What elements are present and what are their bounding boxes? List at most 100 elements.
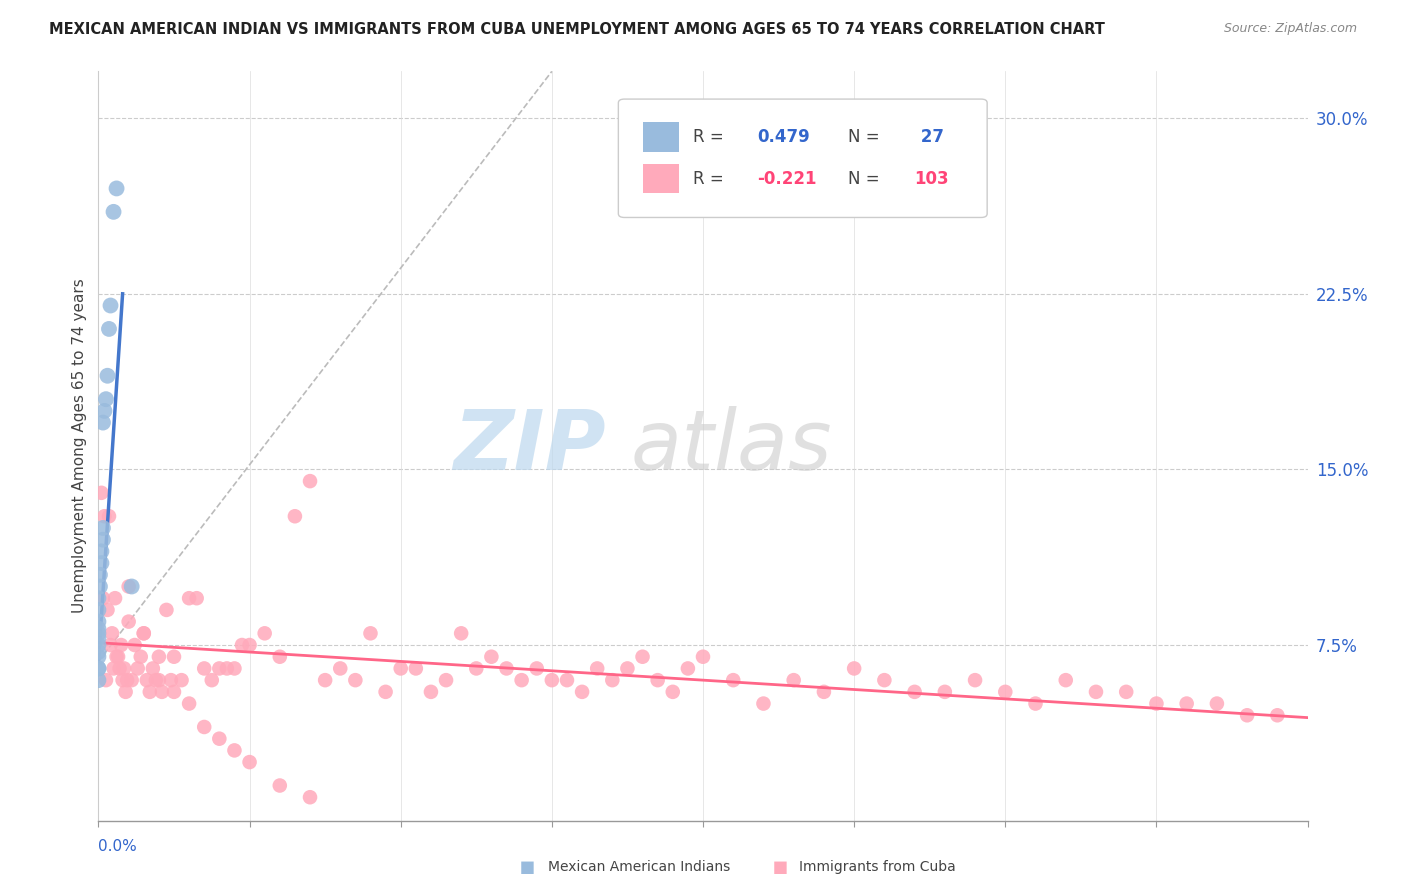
Text: 27: 27 bbox=[915, 128, 943, 145]
Point bbox=[121, 673, 143, 688]
Point bbox=[103, 204, 125, 219]
Point bbox=[510, 673, 533, 688]
Point bbox=[994, 685, 1017, 699]
Point bbox=[253, 626, 276, 640]
Point bbox=[844, 661, 866, 675]
Point bbox=[374, 685, 396, 699]
Text: R =: R = bbox=[693, 128, 730, 145]
Text: 0.0%: 0.0% bbox=[98, 839, 138, 855]
Text: ▪: ▪ bbox=[772, 855, 789, 879]
Point bbox=[239, 755, 262, 769]
Point bbox=[299, 790, 322, 805]
Point bbox=[91, 591, 114, 606]
Point bbox=[115, 673, 138, 688]
Point bbox=[87, 603, 110, 617]
Point bbox=[124, 638, 146, 652]
Point bbox=[94, 392, 117, 407]
Point bbox=[87, 649, 110, 664]
Point bbox=[163, 649, 186, 664]
Text: N =: N = bbox=[848, 169, 884, 187]
Point bbox=[329, 661, 352, 675]
Point bbox=[752, 697, 775, 711]
Point bbox=[87, 661, 110, 675]
Point bbox=[269, 649, 291, 664]
Point bbox=[783, 673, 806, 688]
Point bbox=[87, 615, 110, 629]
Point bbox=[100, 298, 122, 313]
Point bbox=[87, 645, 110, 659]
Point bbox=[91, 533, 114, 547]
FancyBboxPatch shape bbox=[643, 163, 679, 194]
Point bbox=[100, 638, 122, 652]
Point bbox=[101, 626, 124, 640]
Point bbox=[269, 779, 291, 793]
Point bbox=[108, 661, 131, 675]
Point bbox=[104, 591, 127, 606]
Point bbox=[87, 626, 110, 640]
Point bbox=[1144, 697, 1167, 711]
Text: -0.221: -0.221 bbox=[758, 169, 817, 187]
Point bbox=[631, 649, 654, 664]
Point bbox=[114, 685, 136, 699]
Point bbox=[239, 638, 262, 652]
Point bbox=[481, 649, 503, 664]
Point bbox=[360, 626, 382, 640]
Point bbox=[96, 368, 118, 383]
Point bbox=[934, 685, 956, 699]
Text: ▪: ▪ bbox=[519, 855, 536, 879]
Point bbox=[163, 685, 186, 699]
Text: ZIP: ZIP bbox=[454, 406, 606, 486]
Point bbox=[1206, 697, 1229, 711]
Point bbox=[344, 673, 367, 688]
Point bbox=[450, 626, 472, 640]
Point bbox=[91, 416, 114, 430]
Point bbox=[93, 404, 115, 418]
Point bbox=[465, 661, 488, 675]
Point bbox=[148, 649, 170, 664]
Point bbox=[127, 661, 149, 675]
Point bbox=[98, 322, 121, 336]
Point bbox=[87, 638, 110, 652]
Point bbox=[179, 697, 201, 711]
Point bbox=[420, 685, 443, 699]
Point bbox=[1024, 697, 1046, 711]
Point bbox=[231, 638, 253, 652]
Point bbox=[1085, 685, 1108, 699]
Point bbox=[148, 673, 170, 688]
Text: Source: ZipAtlas.com: Source: ZipAtlas.com bbox=[1223, 22, 1357, 36]
Point bbox=[1236, 708, 1258, 723]
Point bbox=[91, 521, 114, 535]
Point bbox=[1054, 673, 1077, 688]
Point bbox=[129, 649, 152, 664]
Point bbox=[692, 649, 714, 664]
Point bbox=[193, 720, 215, 734]
FancyBboxPatch shape bbox=[619, 99, 987, 218]
Point bbox=[602, 673, 624, 688]
Point bbox=[94, 673, 117, 688]
Point bbox=[284, 509, 307, 524]
Point bbox=[118, 615, 141, 629]
Point bbox=[1175, 697, 1198, 711]
Point bbox=[813, 685, 835, 699]
Point bbox=[526, 661, 548, 675]
Point bbox=[224, 661, 246, 675]
Point bbox=[215, 661, 238, 675]
Point bbox=[107, 649, 129, 664]
Point bbox=[160, 673, 183, 688]
Text: Mexican American Indians: Mexican American Indians bbox=[548, 860, 731, 874]
Point bbox=[121, 580, 143, 594]
Point bbox=[201, 673, 224, 688]
Point bbox=[87, 591, 110, 606]
Point bbox=[616, 661, 638, 675]
Point bbox=[661, 685, 683, 699]
Point bbox=[87, 673, 110, 688]
Point bbox=[93, 509, 115, 524]
FancyBboxPatch shape bbox=[643, 121, 679, 152]
Point bbox=[405, 661, 427, 675]
Point bbox=[142, 661, 165, 675]
Point bbox=[111, 673, 134, 688]
Text: N =: N = bbox=[848, 128, 884, 145]
Point bbox=[224, 743, 246, 757]
Point bbox=[87, 622, 110, 636]
Point bbox=[89, 580, 111, 594]
